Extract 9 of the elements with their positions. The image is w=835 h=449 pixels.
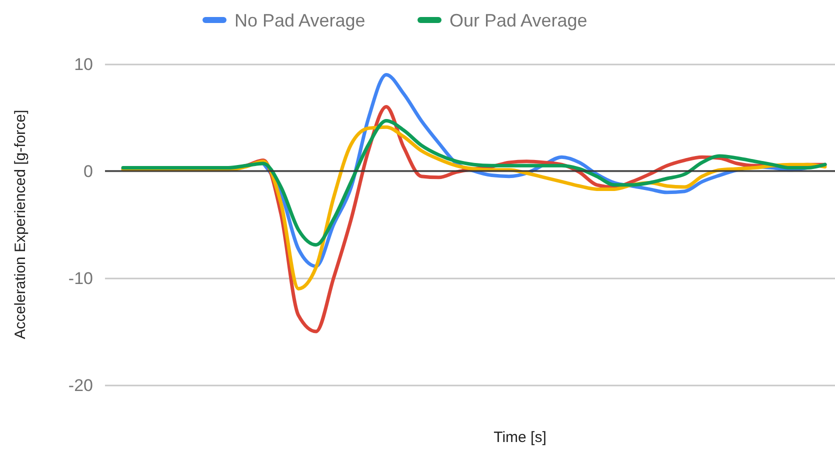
y-tick-label: 10 [74,54,93,74]
legend-label: Our Pad Average [450,10,588,30]
y-tick-label: -20 [68,376,93,395]
y-tick-label: 0 [84,162,93,181]
y-tick-label: -10 [68,268,93,288]
x-axis-title: Time [s] [494,429,546,446]
legend-label: No Pad Average [234,10,366,30]
y-axis-title: Acceleration Experienced [g-force] [12,110,29,340]
line-series [121,118,827,247]
